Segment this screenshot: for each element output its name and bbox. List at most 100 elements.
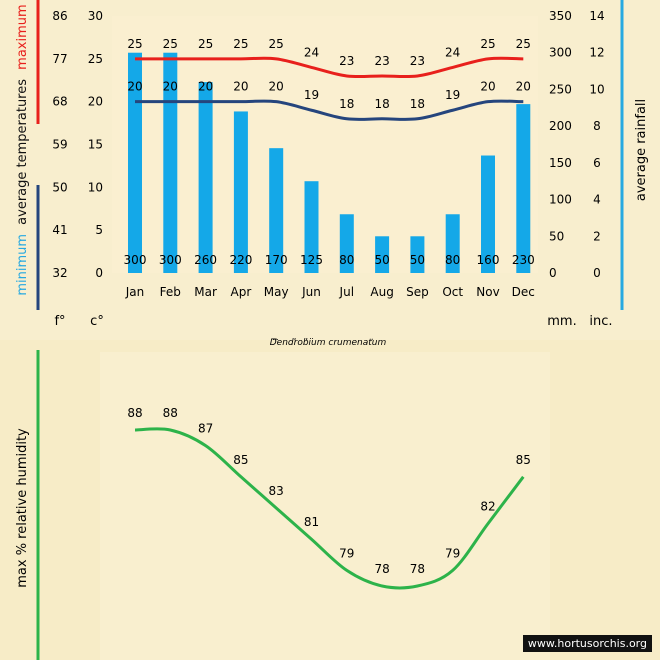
temperature-axis-label: minimum average temperatures maximum bbox=[15, 4, 30, 295]
rainfall-bar bbox=[375, 236, 390, 273]
rainfall-mm-tick-label: 300 bbox=[549, 46, 572, 60]
humidity-data-label: 83 bbox=[269, 484, 284, 498]
rainfall-bar bbox=[516, 104, 531, 273]
rainfall-bar bbox=[304, 181, 319, 273]
maximum-data-label: 25 bbox=[480, 37, 495, 51]
minimum-data-label: 19 bbox=[445, 88, 460, 102]
maximum-label: maximum bbox=[15, 4, 30, 70]
rainfall-data-label: 50 bbox=[374, 253, 389, 267]
rainfall-inch-tick-label: 0 bbox=[593, 266, 601, 280]
celsius-tick-label: 0 bbox=[95, 266, 103, 280]
celsius-tick-label: 30 bbox=[88, 9, 103, 23]
rainfall-bar bbox=[410, 236, 425, 273]
minimum-data-label: 19 bbox=[304, 88, 319, 102]
humidity-data-label: 79 bbox=[339, 546, 354, 560]
fahrenheit-tick-label: 32 bbox=[52, 266, 67, 280]
minimum-data-label: 20 bbox=[163, 80, 178, 94]
climate-axes: 3241505968778605101520253005010015020025… bbox=[52, 9, 604, 299]
unit-fahrenheit: f° bbox=[54, 314, 65, 329]
climate-chart: minimum average temperatures maximum ave… bbox=[15, 0, 649, 340]
humidity-data-label: 85 bbox=[233, 453, 248, 467]
climate-panel: minimum average temperatures maximum ave… bbox=[15, 0, 649, 340]
rainfall-data-label: 80 bbox=[339, 253, 354, 267]
maximum-data-label: 24 bbox=[304, 45, 319, 59]
rainfall-bar bbox=[163, 52, 178, 273]
month-tick-label: Feb bbox=[160, 285, 181, 299]
rainfall-bar bbox=[233, 111, 248, 273]
humidity-data-label: 87 bbox=[198, 422, 213, 436]
rainfall-data-label: 220 bbox=[229, 253, 252, 267]
celsius-tick-label: 15 bbox=[88, 138, 103, 152]
rainfall-bar bbox=[198, 82, 213, 273]
maximum-temperature-line bbox=[135, 56, 524, 79]
month-tick-label: Nov bbox=[476, 285, 499, 299]
maximum-data-label: 23 bbox=[374, 54, 389, 68]
month-tick-label: Jul bbox=[339, 285, 354, 299]
species-caption: Dendrobium crumenatum bbox=[272, 338, 389, 340]
average-temperatures-label: average temperatures bbox=[15, 79, 30, 225]
month-tick-label: Oct bbox=[442, 285, 463, 299]
maximum-data-label: 23 bbox=[339, 54, 354, 68]
temperature-lines bbox=[135, 56, 524, 121]
humidity-data-label: 79 bbox=[445, 546, 460, 560]
unit-inch: inc. bbox=[589, 314, 612, 329]
minimum-data-label: 18 bbox=[339, 97, 354, 111]
rainfall-bars bbox=[128, 52, 531, 273]
rainfall-mm-tick-label: 350 bbox=[549, 9, 572, 23]
rainfall-mm-tick-label: 0 bbox=[549, 266, 557, 280]
minimum-data-label: 20 bbox=[198, 80, 213, 94]
maximum-data-label: 23 bbox=[410, 54, 425, 68]
rainfall-bar bbox=[481, 155, 495, 273]
celsius-tick-label: 25 bbox=[88, 52, 103, 66]
celsius-tick-label: 10 bbox=[88, 180, 103, 194]
rainfall-mm-tick-label: 200 bbox=[549, 119, 572, 133]
humidity-data-label: 88 bbox=[127, 406, 142, 420]
minimum-label: minimum bbox=[15, 234, 30, 296]
watermark: www.hortusorchis.org bbox=[522, 635, 652, 652]
humidity-data-label: 82 bbox=[480, 500, 495, 514]
rainfall-data-label: 125 bbox=[300, 253, 323, 267]
rainfall-mm-tick-label: 50 bbox=[549, 229, 564, 243]
fahrenheit-tick-label: 50 bbox=[52, 180, 67, 194]
humidity-data-labels: 88 88 87 85 83 81 79 78 78 79 82 85 bbox=[127, 406, 531, 576]
rainfall-inch-tick-label: 6 bbox=[593, 156, 601, 170]
rainfall-data-label: 160 bbox=[477, 253, 500, 267]
maximum-data-label: 25 bbox=[127, 37, 142, 51]
climate-data-labels: 25 25 25 25 25 24 23 23 23 24 25 25 20 20 20 20 20 19 18 18… bbox=[124, 37, 535, 267]
minimum-data-label: 20 bbox=[480, 80, 495, 94]
rainfall-bar bbox=[445, 214, 460, 273]
rainfall-data-label: 170 bbox=[265, 253, 288, 267]
fahrenheit-tick-label: 59 bbox=[52, 138, 67, 152]
rainfall-inch-tick-label: 10 bbox=[589, 82, 604, 96]
rainfall-bar bbox=[128, 52, 142, 273]
month-tick-label: Sep bbox=[406, 285, 429, 299]
unit-mm: mm. bbox=[547, 314, 576, 329]
maximum-data-label: 25 bbox=[233, 37, 248, 51]
month-tick-label: May bbox=[264, 285, 289, 299]
rainfall-data-label: 50 bbox=[410, 253, 425, 267]
rainfall-inch-tick-label: 8 bbox=[593, 119, 601, 133]
fahrenheit-tick-label: 86 bbox=[52, 9, 67, 23]
humidity-data-label: 85 bbox=[516, 453, 531, 467]
rainfall-data-label: 80 bbox=[445, 253, 460, 267]
humidity-data-label: 88 bbox=[163, 406, 178, 420]
fahrenheit-tick-label: 41 bbox=[52, 223, 67, 237]
rainfall-inch-tick-label: 2 bbox=[593, 229, 601, 243]
rainfall-axis-label: average rainfall bbox=[634, 99, 649, 201]
maximum-data-label: 25 bbox=[516, 37, 531, 51]
rainfall-data-label: 260 bbox=[194, 253, 217, 267]
month-tick-label: Aug bbox=[370, 285, 393, 299]
month-tick-label: Jun bbox=[301, 285, 321, 299]
fahrenheit-tick-label: 77 bbox=[52, 52, 67, 66]
rainfall-bar bbox=[339, 214, 354, 273]
month-tick-label: Jan bbox=[125, 285, 145, 299]
maximum-data-label: 25 bbox=[163, 37, 178, 51]
minimum-data-label: 20 bbox=[516, 80, 531, 94]
month-tick-label: Apr bbox=[231, 285, 252, 299]
humidity-panel bbox=[100, 352, 550, 660]
rainfall-bar bbox=[269, 148, 284, 273]
humidity-line bbox=[134, 427, 525, 590]
month-tick-label: Mar bbox=[194, 285, 217, 299]
minimum-temperature-line bbox=[135, 99, 524, 121]
